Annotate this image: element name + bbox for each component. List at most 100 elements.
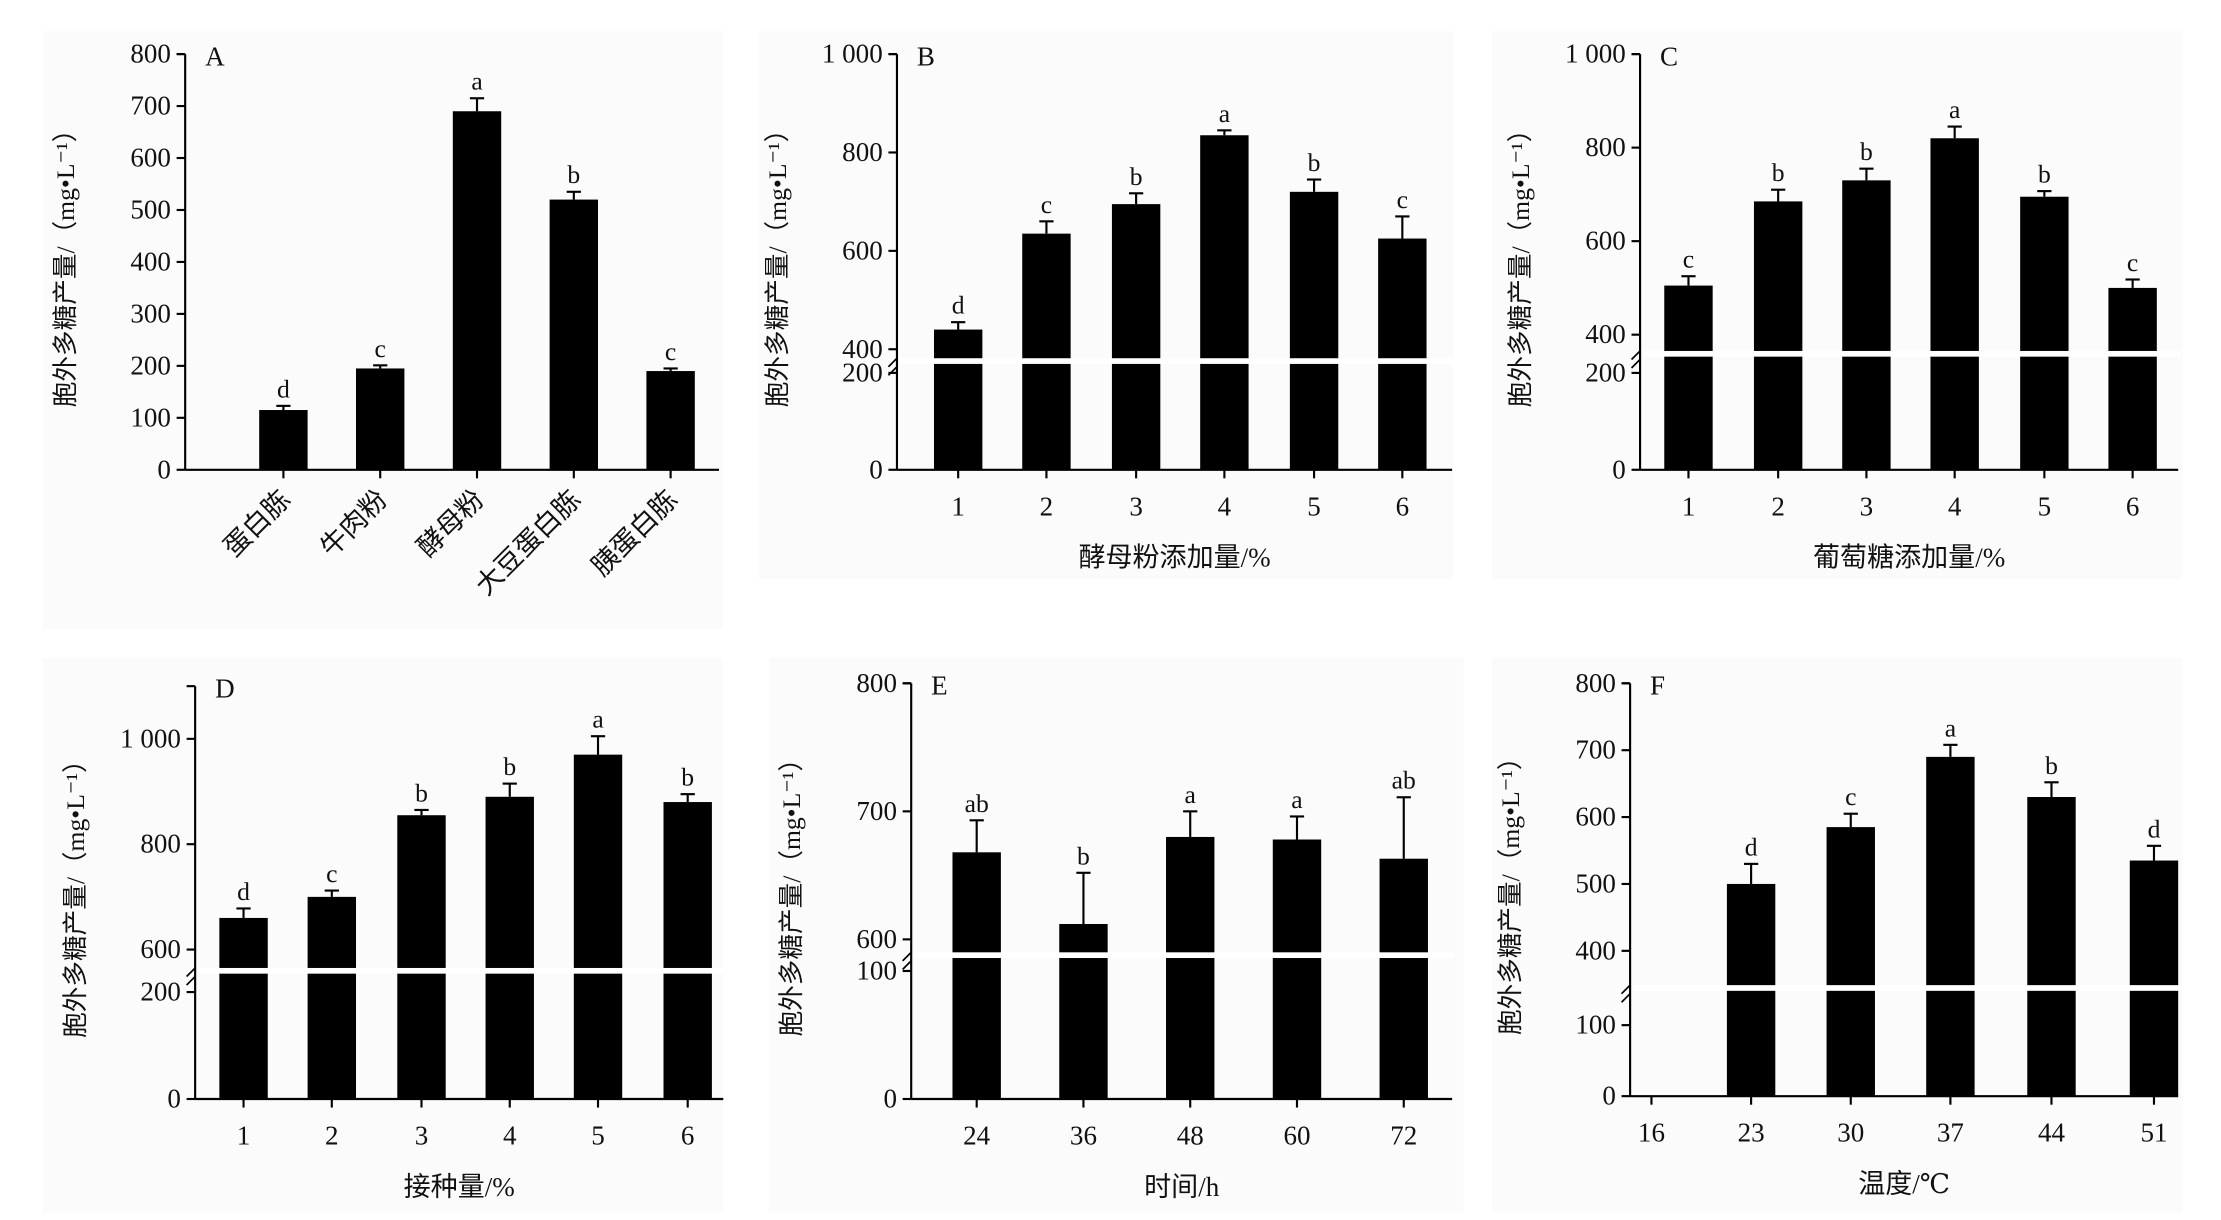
y-tick-label: 700 — [856, 796, 897, 826]
panel-f: d c a b d 0 100 400 500 600 700 800 16 23 30 37 44 51 F 温度/… — [1492, 657, 2183, 1213]
y-tick-label: 1 000 — [1565, 39, 1626, 69]
significance-letter: a — [592, 705, 604, 734]
bar — [1930, 138, 1979, 470]
y-tick-label: 800 — [1585, 132, 1626, 162]
bar — [452, 111, 502, 470]
significance-letter: ab — [965, 789, 989, 818]
x-tick-label: 3 — [1860, 491, 1874, 521]
x-tick-label: 5 — [591, 1121, 605, 1151]
y-axis-label: 胞外多糖产量/（mg•L⁻¹） — [61, 747, 90, 1038]
x-tick-label: 48 — [1177, 1121, 1204, 1151]
significance-letter: b — [415, 778, 428, 807]
x-tick-label: 6 — [681, 1121, 695, 1151]
x-tick-label: 51 — [2140, 1118, 2167, 1148]
axis-break-mark — [1630, 350, 1641, 369]
y-tick-label: 100 — [1575, 1010, 1616, 1040]
y-tick-label: 600 — [140, 934, 181, 964]
y-tick-label: 1 000 — [822, 39, 883, 69]
significance-letter: b — [1130, 162, 1143, 191]
bar — [1022, 233, 1071, 470]
y-tick-label: 600 — [842, 235, 883, 265]
significance-letter: a — [1219, 99, 1231, 128]
x-tick-label: 60 — [1283, 1121, 1310, 1151]
x-tick-label: 6 — [1396, 491, 1410, 521]
bar — [1272, 839, 1322, 1099]
y-tick-label: 0 — [167, 1084, 181, 1114]
significance-letter: a — [1185, 780, 1197, 809]
x-tick-label: 3 — [1129, 491, 1143, 521]
y-axis-label: 胞外多糖产量/（mg•L⁻¹） — [1496, 744, 1525, 1035]
bar — [356, 368, 405, 470]
y-axis-label: 胞外多糖产量/（mg•L⁻¹） — [777, 746, 806, 1037]
significance-letter: b — [2038, 160, 2051, 189]
y-tick-label: 0 — [1612, 454, 1626, 484]
bar — [2129, 860, 2179, 1097]
significance-letter: c — [665, 337, 676, 366]
x-tick-label: 16 — [1638, 1118, 1665, 1148]
bar — [307, 896, 357, 1099]
bar — [1826, 827, 1875, 1097]
panel-label: C — [1660, 41, 1678, 71]
x-tick-label: 44 — [2038, 1118, 2066, 1148]
x-tick-label: 1 — [951, 491, 965, 521]
bar — [1111, 204, 1161, 470]
bar — [1378, 238, 1427, 470]
significance-letter: b — [503, 752, 516, 781]
bar — [952, 852, 1001, 1099]
bar — [549, 199, 599, 470]
x-tick-label: 3 — [415, 1121, 429, 1151]
x-tick-label: 30 — [1837, 1118, 1864, 1148]
y-tick-label: 200 — [140, 977, 181, 1007]
y-tick-label: 400 — [1585, 319, 1626, 349]
y-tick-label: 800 — [1575, 668, 1616, 698]
axis-break-gap — [899, 358, 1456, 364]
y-tick-label: 0 — [1602, 1081, 1616, 1111]
bar — [1200, 135, 1249, 470]
x-axis-label: 时间/h — [1144, 1172, 1220, 1202]
significance-letter: b — [1860, 137, 1873, 166]
x-axis-label: 接种量/% — [404, 1172, 515, 1202]
significance-letter: d — [237, 877, 250, 906]
x-tick-label: 72 — [1390, 1121, 1417, 1151]
significance-letter: c — [1397, 185, 1408, 214]
significance-letter: c — [1041, 190, 1052, 219]
y-tick-label: 600 — [1575, 802, 1616, 832]
panel-background — [768, 657, 1464, 1213]
significance-letter: d — [2148, 814, 2161, 843]
x-tick-label: 2 — [325, 1121, 339, 1151]
y-tick-label: 100 — [130, 402, 171, 432]
axis-break-gap — [1632, 985, 2182, 991]
bar — [573, 754, 623, 1099]
bar — [1842, 180, 1891, 470]
x-tick-label: 36 — [1070, 1121, 1097, 1151]
bar — [663, 802, 712, 1099]
axis-break-mark — [1620, 984, 1631, 1003]
y-tick-label: 800 — [842, 137, 883, 167]
significance-letter: b — [567, 160, 580, 189]
x-axis-label: 酵母粉添加量/% — [1078, 543, 1270, 573]
y-tick-label: 800 — [856, 668, 897, 698]
significance-letter: c — [1845, 782, 1856, 811]
bar — [646, 371, 695, 470]
x-tick-label: 1 — [237, 1121, 251, 1151]
panel-c: c b b a b c 0 200 400 600 800 1 000 1 2 3 4 5 6 C 葡萄糖添加量/% 胞… — [1492, 31, 2183, 580]
panel-background — [758, 31, 1454, 580]
y-tick-label: 1 000 — [120, 723, 181, 753]
significance-letter: d — [952, 291, 965, 320]
significance-letter: c — [2127, 248, 2138, 277]
bar — [1166, 836, 1215, 1099]
significance-letter: ab — [1392, 766, 1416, 795]
significance-letter: b — [1077, 841, 1090, 870]
y-tick-label: 300 — [130, 298, 171, 328]
significance-letter: c — [1683, 245, 1694, 274]
significance-letter: c — [375, 334, 386, 363]
y-tick-label: 0 — [157, 454, 171, 484]
panel-label: E — [931, 671, 948, 701]
x-tick-label: 1 — [1682, 491, 1696, 521]
significance-letter: a — [471, 67, 483, 96]
significance-letter: b — [681, 763, 694, 792]
significance-letter: d — [277, 374, 290, 403]
x-axis-label: 葡萄糖添加量/% — [1813, 543, 2005, 573]
bar — [1379, 858, 1428, 1099]
